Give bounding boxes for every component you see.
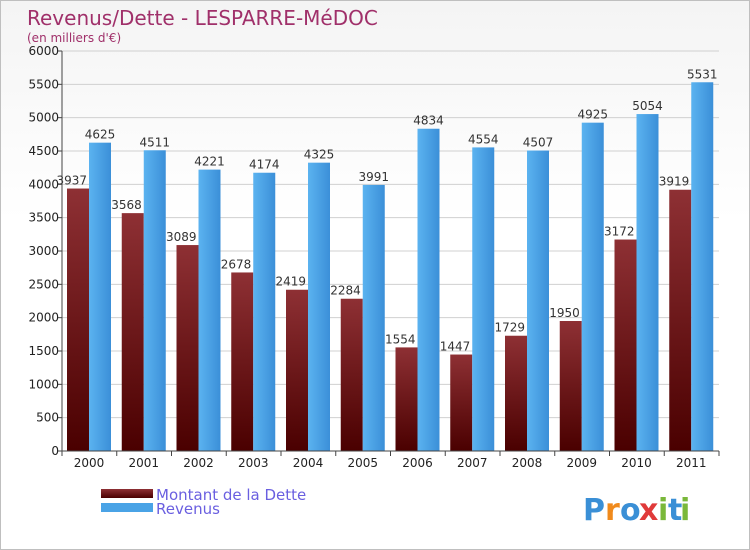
x-axis-ticks: 2000 2001 2002 2003 2004 2005 2006 2007 2008 2009… <box>61 451 720 470</box>
y-tick-label: 2000 <box>28 311 59 325</box>
data-label-dette: 1950 <box>549 306 580 320</box>
legend-swatch-debt <box>101 489 153 498</box>
bar-dette <box>121 213 144 451</box>
data-label-revenus: 4625 <box>85 128 116 142</box>
bar-revenus <box>89 142 111 451</box>
y-tick-label: 5000 <box>28 111 59 125</box>
bar-revenus <box>417 128 440 451</box>
x-tick-label: 2011 <box>676 456 707 470</box>
bar-dette <box>505 335 527 451</box>
bar-revenus <box>472 147 495 451</box>
data-label-revenus: 4554 <box>468 132 499 146</box>
data-label-revenus: 4221 <box>194 155 225 169</box>
bar-revenus <box>362 184 385 451</box>
bar-revenus <box>636 114 659 452</box>
bar-dette <box>614 239 637 451</box>
data-label-revenus: 4507 <box>523 136 554 150</box>
y-tick-label: 0 <box>51 444 59 458</box>
bar-revenus <box>581 122 604 452</box>
data-label-dette: 3919 <box>659 175 690 189</box>
x-tick-label: 2001 <box>128 456 159 470</box>
legend: Montant de la Dette Revenus <box>101 486 306 518</box>
y-tick-label: 500 <box>36 411 59 425</box>
bar-dette <box>176 245 199 451</box>
bar-revenus <box>527 150 549 452</box>
data-label-revenus: 5054 <box>632 99 663 113</box>
data-label-dette: 3089 <box>166 230 197 244</box>
legend-swatch-revenus <box>101 503 153 512</box>
logo-letter: x <box>639 493 658 528</box>
logo-letter: o <box>620 493 641 528</box>
x-tick-label: 2002 <box>183 456 214 470</box>
x-tick-label: 2008 <box>512 456 543 470</box>
bar-revenus <box>308 162 330 451</box>
data-label-revenus: 5531 <box>687 67 718 81</box>
x-tick-label: 2007 <box>457 456 488 470</box>
data-label-dette: 3937 <box>56 174 87 188</box>
data-label-revenus: 4325 <box>304 148 335 162</box>
y-tick-label: 5500 <box>28 77 59 91</box>
legend-label-revenus: Revenus <box>156 500 220 518</box>
bar-revenus <box>253 172 276 451</box>
data-label-dette: 2284 <box>330 284 361 298</box>
bar-dette <box>67 188 89 452</box>
y-tick-label: 3000 <box>28 244 59 258</box>
logo-letter: i <box>680 493 690 528</box>
y-tick-label: 2500 <box>28 277 59 291</box>
x-tick-label: 2004 <box>293 456 324 470</box>
data-label-dette: 1447 <box>440 340 471 354</box>
data-label-revenus: 3991 <box>358 170 389 184</box>
x-tick-label: 2010 <box>621 456 652 470</box>
grid <box>62 50 719 452</box>
bars <box>67 82 714 452</box>
x-tick-label: 2003 <box>238 456 269 470</box>
y-tick-label: 4000 <box>28 177 59 191</box>
data-label-dette: 3172 <box>604 225 635 239</box>
chart-subtitle: (en milliers d'€) <box>27 31 121 45</box>
y-tick-label: 1000 <box>28 377 59 391</box>
logo-letter: t <box>668 493 682 528</box>
data-label-dette: 3568 <box>111 198 142 212</box>
data-label-dette: 1554 <box>385 332 416 346</box>
y-axis-ticks: 0 500 1000 1500 2000 2500 3000 3500 4000 4500 5000… <box>28 44 62 458</box>
y-tick-label: 4500 <box>28 144 59 158</box>
bar-dette <box>231 272 254 451</box>
x-tick-label: 2005 <box>347 456 378 470</box>
data-label-dette: 2678 <box>221 257 252 271</box>
data-label-revenus: 4834 <box>413 114 444 128</box>
y-tick-label: 3500 <box>28 211 59 225</box>
x-tick-label: 2009 <box>566 456 597 470</box>
bar-labels: 3937 4625 3568 4511 3089 4221 2678 4174 2419 4325… <box>56 67 717 353</box>
data-label-revenus: 4174 <box>249 158 280 172</box>
chart-title: Revenus/Dette - LESPARRE-MéDOC <box>27 6 378 30</box>
bar-dette <box>286 289 308 451</box>
legend-label-debt: Montant de la Dette <box>156 486 306 504</box>
bar-dette <box>559 321 582 451</box>
x-tick-label: 2006 <box>402 456 433 470</box>
bar-dette <box>450 354 473 451</box>
bar-revenus <box>198 169 221 451</box>
bar-dette <box>340 298 363 451</box>
y-tick-label: 6000 <box>28 44 59 58</box>
bar-dette <box>395 347 418 451</box>
bar-revenus <box>143 150 166 451</box>
logo-letter: i <box>658 493 668 528</box>
bar-revenus <box>691 82 714 452</box>
data-label-revenus: 4925 <box>577 108 608 122</box>
data-label-dette: 2419 <box>275 275 306 289</box>
x-tick-label: 2000 <box>74 456 105 470</box>
logo-letter: P <box>583 493 605 528</box>
data-label-dette: 1729 <box>494 321 525 335</box>
logo-letter: r <box>605 493 620 528</box>
bar-dette <box>669 189 692 451</box>
y-tick-label: 1500 <box>28 344 59 358</box>
data-label-revenus: 4511 <box>139 135 170 149</box>
